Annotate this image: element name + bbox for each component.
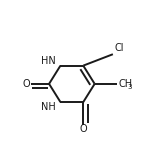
Text: Cl: Cl <box>114 43 124 53</box>
Text: CH: CH <box>119 79 133 89</box>
Text: HN: HN <box>41 56 56 66</box>
Text: 3: 3 <box>127 84 132 90</box>
Text: O: O <box>79 124 87 134</box>
Text: NH: NH <box>41 102 56 112</box>
Text: O: O <box>22 79 30 89</box>
